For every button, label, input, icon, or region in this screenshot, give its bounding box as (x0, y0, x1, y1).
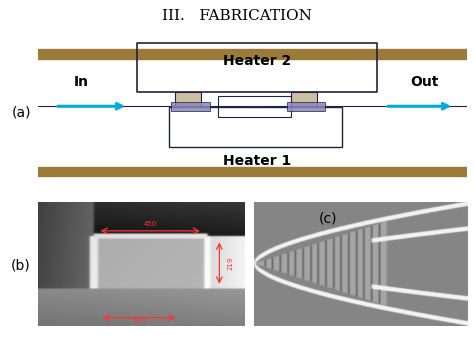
Bar (38, 49, 467, 59)
Text: Heater 1: Heater 1 (223, 154, 291, 168)
Bar (244, 106, 265, 107)
Bar (291, 92, 317, 106)
Text: In: In (73, 75, 88, 89)
Bar (296, 106, 316, 107)
Bar (38, 167, 467, 176)
Text: (a): (a) (12, 105, 31, 119)
Bar (287, 102, 325, 110)
Text: Heater 2: Heater 2 (223, 54, 291, 68)
Bar (178, 106, 198, 107)
Text: 500: 500 (132, 318, 146, 324)
Bar (169, 107, 343, 147)
Text: 450: 450 (144, 221, 157, 227)
Bar (218, 96, 291, 117)
Bar (171, 102, 210, 110)
Bar (175, 92, 201, 106)
Text: 219: 219 (228, 256, 234, 270)
Text: (b): (b) (10, 258, 30, 272)
Text: Out: Out (410, 75, 438, 89)
Text: (c): (c) (319, 211, 337, 225)
Text: III.   FABRICATION: III. FABRICATION (162, 8, 312, 22)
Bar (137, 43, 377, 92)
